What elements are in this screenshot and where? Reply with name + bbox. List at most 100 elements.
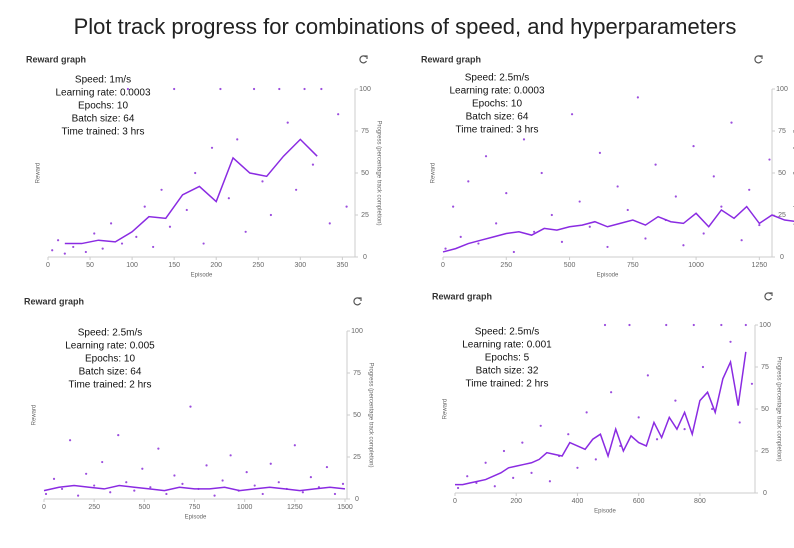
scatter-point	[221, 479, 224, 482]
scatter-point	[126, 87, 130, 91]
scatter-point	[548, 480, 551, 483]
scatter-point	[502, 449, 506, 453]
scatter-point	[512, 250, 515, 254]
scatter-point	[692, 145, 695, 148]
scatter-point	[578, 200, 581, 203]
scatter-point	[181, 482, 184, 485]
scatter-point	[185, 208, 188, 212]
chart-panel: Reward graph 0 250 500 750 1000 1250 0 25 50 75 100…	[421, 54, 794, 279]
scatter-point	[674, 195, 677, 198]
scatter-point	[495, 222, 498, 225]
y2-tick-label: 100	[776, 86, 788, 93]
scatter-point	[674, 399, 677, 402]
scatter-point	[93, 484, 96, 487]
scatter-point	[236, 138, 239, 141]
annotation: Epochs: 5	[485, 353, 530, 364]
scatter-point	[309, 476, 312, 479]
scatter-point	[588, 225, 591, 228]
chart-panel: Reward graph 0 200 400 600 800 0 25 50 75 100 Episo…	[432, 291, 781, 514]
scatter-point	[484, 155, 488, 158]
scatter-point	[533, 230, 536, 233]
scatter-point	[636, 96, 639, 99]
scatter-point	[467, 180, 470, 183]
annotation: Speed: 2.5m/s	[475, 327, 539, 338]
scatter-point	[205, 464, 208, 467]
annotation: Batch size: 64	[72, 114, 135, 125]
scatter-point	[173, 474, 176, 477]
scatter-point	[692, 323, 695, 327]
scatter-point	[77, 494, 80, 497]
scatter-point	[570, 113, 574, 116]
scatter-point	[505, 192, 508, 195]
scatter-point	[303, 87, 306, 91]
x-tick-label: 1000	[688, 262, 704, 269]
scatter-point	[567, 433, 570, 436]
annotation: Batch size: 32	[476, 366, 539, 377]
x-tick-label: 600	[633, 498, 645, 505]
line-series	[455, 351, 747, 486]
scatter-point	[143, 205, 146, 208]
scatter-point	[219, 87, 222, 91]
scatter-point	[560, 240, 564, 243]
scatter-point	[610, 391, 613, 394]
scatter-point	[165, 492, 168, 496]
annotation: Time trained: 3 hrs	[456, 125, 539, 136]
x-tick-label: 0	[441, 262, 445, 269]
x-tick-label: 200	[210, 262, 222, 269]
scatter-point	[682, 244, 685, 247]
x-tick-label: 250	[252, 262, 264, 269]
x-tick-label: 750	[627, 262, 639, 269]
annotation: Batch size: 64	[466, 112, 529, 123]
scatter-point	[295, 188, 298, 191]
scatter-point	[261, 180, 264, 183]
y-axis-label: Reward	[32, 405, 38, 426]
chart-title: Reward graph	[432, 291, 492, 301]
scatter-point	[606, 245, 609, 249]
scatter-point	[229, 454, 232, 457]
y2-tick-label: 100	[359, 86, 371, 93]
y2-tick-label: 50	[778, 170, 786, 177]
x-tick-label: 350	[337, 262, 349, 269]
y2-axis-label: Progress (percentage track completion)	[367, 362, 373, 467]
x-tick-label: 500	[138, 504, 150, 511]
y2-axis-label: Progress (percentage track completion)	[792, 120, 794, 225]
scatter-point	[253, 484, 256, 487]
scatter-point	[459, 235, 462, 238]
y2-axis-label: Progress (percentage track completion)	[775, 356, 781, 461]
y2-tick-label: 75	[353, 370, 361, 377]
x-tick-label: 1250	[752, 262, 768, 269]
scatter-point	[594, 458, 597, 461]
scatter-point	[63, 252, 66, 255]
annotation: Speed: 2.5m/s	[78, 328, 142, 339]
scatter-point	[320, 87, 323, 91]
scatter-point	[60, 487, 64, 491]
scatter-point	[712, 175, 715, 178]
y2-tick-label: 100	[759, 322, 771, 329]
y2-tick-label: 75	[361, 128, 369, 135]
scatter-point	[101, 460, 104, 464]
scatter-point	[748, 188, 751, 191]
y2-tick-label: 0	[363, 254, 367, 261]
scatter-point	[341, 482, 345, 485]
y2-tick-label: 50	[353, 412, 361, 419]
x-tick-label: 100	[126, 262, 138, 269]
scatter-point	[702, 232, 705, 235]
x-tick-label: 1500	[337, 504, 353, 511]
scatter-point	[173, 87, 176, 91]
x-tick-label: 0	[453, 498, 457, 505]
scatter-point	[202, 242, 205, 245]
x-tick-label: 1250	[287, 504, 303, 511]
scatter-point	[252, 87, 256, 91]
annotation: Learning rate: 0.0003	[55, 88, 151, 99]
scatter-point	[644, 237, 647, 240]
scatter-point	[550, 213, 553, 217]
refresh-icon	[754, 55, 763, 64]
scatter-point	[530, 471, 533, 474]
scatter-point	[133, 489, 136, 492]
scatter-point	[484, 461, 487, 464]
annotation: Learning rate: 0.0003	[449, 86, 545, 97]
scatter-point	[141, 467, 144, 470]
scatter-point	[730, 121, 733, 124]
scatter-point	[125, 481, 128, 484]
